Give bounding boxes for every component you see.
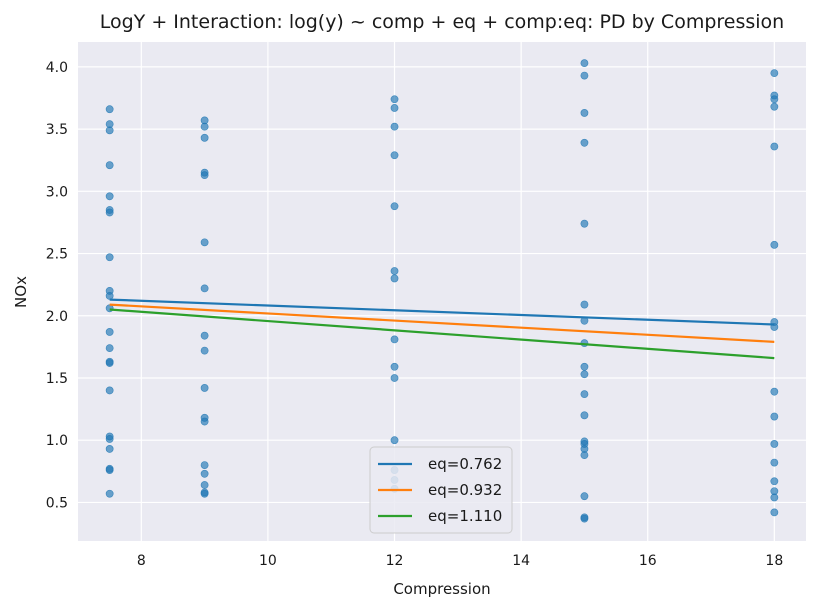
data-point bbox=[770, 95, 779, 104]
data-point bbox=[105, 445, 114, 453]
data-point bbox=[580, 109, 589, 117]
data-point bbox=[580, 59, 589, 68]
data-point bbox=[580, 451, 589, 460]
data-point bbox=[770, 493, 779, 502]
legend-box bbox=[369, 446, 513, 534]
data-point bbox=[770, 102, 779, 111]
data-point bbox=[390, 267, 399, 275]
data-point bbox=[105, 253, 114, 262]
x-tick-label: 8 bbox=[137, 553, 146, 569]
data-point bbox=[770, 458, 779, 467]
y-tick-label: 3.5 bbox=[46, 122, 68, 138]
data-point bbox=[390, 104, 399, 112]
data-point bbox=[390, 122, 399, 131]
y-tick-label: 2.0 bbox=[46, 309, 68, 325]
data-point bbox=[200, 122, 209, 131]
y-axis-label: NOx bbox=[12, 276, 30, 308]
data-point bbox=[105, 126, 114, 135]
legend-entry: eq=1.110 bbox=[428, 507, 502, 525]
x-tick-labels: 8 10 12 14 16 18 bbox=[137, 553, 783, 569]
data-point bbox=[580, 71, 589, 80]
x-tick-label: 14 bbox=[512, 553, 530, 569]
y-tick-labels: 0.5 1.0 1.5 2.0 2.5 3.0 3.5 4.0 bbox=[46, 60, 68, 512]
y-tick-label: 2.5 bbox=[46, 247, 68, 263]
legend: eq=0.762 eq=0.932 eq=1.110 bbox=[369, 446, 513, 534]
data-point bbox=[580, 300, 589, 309]
data-point bbox=[580, 370, 589, 379]
data-point bbox=[200, 284, 209, 293]
data-point bbox=[200, 481, 209, 489]
y-tick-label: 1.0 bbox=[46, 433, 68, 449]
data-point bbox=[105, 435, 114, 443]
data-point bbox=[200, 469, 209, 478]
data-point bbox=[105, 105, 114, 114]
data-point bbox=[200, 489, 209, 498]
data-point bbox=[200, 384, 209, 392]
data-point bbox=[580, 514, 589, 523]
data-point bbox=[770, 440, 779, 448]
x-tick-label: 18 bbox=[765, 553, 783, 569]
data-point bbox=[580, 492, 589, 501]
data-point bbox=[390, 362, 399, 371]
data-point bbox=[105, 161, 114, 170]
data-point bbox=[105, 328, 114, 336]
x-axis-label: Compression bbox=[393, 580, 490, 598]
data-point bbox=[200, 346, 209, 355]
data-point bbox=[770, 240, 779, 249]
data-point bbox=[105, 208, 114, 217]
data-point bbox=[390, 335, 399, 344]
data-point bbox=[770, 477, 779, 486]
data-point bbox=[390, 374, 399, 382]
data-point bbox=[200, 461, 209, 469]
x-tick-label: 10 bbox=[259, 553, 277, 569]
data-point bbox=[105, 386, 114, 395]
y-tick-label: 1.5 bbox=[46, 371, 68, 387]
fit-line bbox=[109, 308, 775, 360]
data-point bbox=[580, 362, 589, 371]
data-point bbox=[105, 359, 114, 367]
data-point bbox=[770, 412, 779, 421]
data-point bbox=[200, 331, 209, 340]
data-point bbox=[105, 291, 114, 300]
data-point bbox=[200, 417, 209, 426]
y-tick-label: 4.0 bbox=[46, 60, 68, 76]
data-point bbox=[770, 387, 779, 396]
chart-title: LogY + Interaction: log(y) ~ comp + eq +… bbox=[100, 11, 784, 33]
data-point bbox=[580, 390, 589, 399]
data-point bbox=[390, 274, 399, 283]
data-point bbox=[105, 489, 114, 498]
data-point bbox=[390, 436, 399, 445]
data-point bbox=[580, 411, 589, 420]
data-point bbox=[105, 192, 114, 201]
data-point bbox=[105, 344, 114, 353]
data-point bbox=[390, 151, 399, 160]
data-point bbox=[580, 138, 589, 147]
fit-line bbox=[109, 298, 775, 326]
data-point bbox=[770, 508, 779, 517]
y-tick-label: 3.0 bbox=[46, 184, 68, 200]
data-point bbox=[105, 466, 114, 474]
data-point bbox=[580, 219, 589, 228]
x-tick-label: 16 bbox=[639, 553, 657, 569]
data-point bbox=[390, 202, 399, 211]
fit-line bbox=[109, 303, 775, 343]
y-tick-label: 0.5 bbox=[46, 495, 68, 511]
legend-entry: eq=0.762 bbox=[428, 455, 502, 473]
data-point bbox=[770, 69, 779, 78]
data-point bbox=[200, 171, 209, 180]
data-point bbox=[770, 142, 779, 151]
legend-entry: eq=0.932 bbox=[428, 481, 502, 499]
x-tick-label: 12 bbox=[386, 553, 404, 569]
data-point bbox=[200, 133, 209, 142]
fit-lines bbox=[109, 298, 775, 360]
data-point bbox=[390, 95, 399, 104]
scatter-points bbox=[105, 59, 779, 523]
data-point bbox=[200, 238, 209, 247]
